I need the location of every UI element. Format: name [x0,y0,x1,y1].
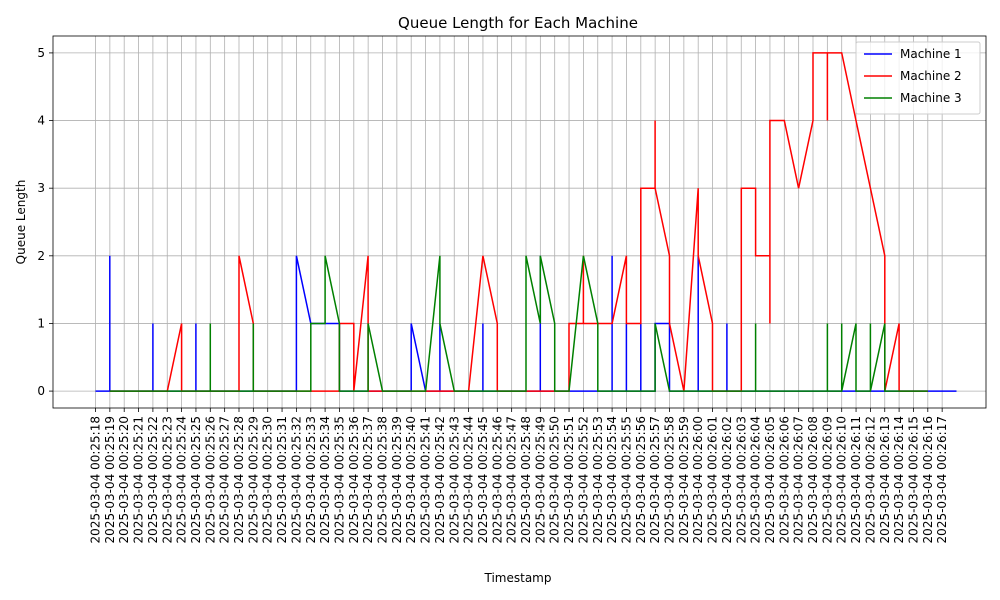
x-tick-label: 2025-03-04 00:25:58 [663,416,677,543]
y-tick-label: 4 [37,114,45,128]
x-tick-label: 2025-03-04 00:25:39 [390,416,404,543]
y-tick-label: 2 [37,249,45,263]
plot-area-frame [52,35,987,409]
y-tick-label: 1 [37,316,45,330]
x-tick-label: 2025-03-04 00:26:13 [878,416,892,543]
x-axis-label: Timestamp [484,571,552,585]
x-tick-label: 2025-03-04 00:26:07 [792,416,806,543]
legend: Machine 1 Machine 2 Machine 3 [855,41,981,115]
y-tick-label: 3 [37,181,45,195]
x-tick-label: 2025-03-04 00:25:48 [519,416,533,543]
y-axis-label: Queue Length [14,180,28,265]
series-line-3 [109,255,928,392]
x-tick-label: 2025-03-04 00:25:42 [433,416,447,543]
x-tick-label: 2025-03-04 00:25:54 [605,416,619,543]
x-tick-label: 2025-03-04 00:26:17 [935,416,949,543]
x-tick-label: 2025-03-04 00:25:57 [648,416,662,543]
x-tick-label: 2025-03-04 00:26:03 [734,416,748,543]
x-tick-label: 2025-03-04 00:25:38 [376,416,390,543]
legend-label: Machine 3 [900,91,962,105]
x-tick-label: 2025-03-04 00:26:11 [849,416,863,543]
x-tick-label: 2025-03-04 00:25:22 [146,416,160,543]
y-tick-label: 5 [37,46,45,60]
x-tick-label: 2025-03-04 00:25:49 [533,416,547,543]
x-tick-label: 2025-03-04 00:26:14 [892,416,906,543]
x-tick-label: 2025-03-04 00:25:56 [634,416,648,543]
legend-label: Machine 1 [900,47,962,61]
chart-title: Queue Length for Each Machine [398,14,638,32]
x-tick-label: 2025-03-04 00:26:00 [691,416,705,543]
x-tick-label: 2025-03-04 00:26:10 [835,416,849,543]
x-tick-label: 2025-03-04 00:25:52 [576,416,590,543]
x-tick-label: 2025-03-04 00:25:36 [347,416,361,543]
x-tick-label: 2025-03-04 00:25:33 [304,416,318,543]
x-tick-label: 2025-03-04 00:25:29 [246,416,260,543]
x-tick-label: 2025-03-04 00:26:16 [921,416,935,543]
x-tick-label: 2025-03-04 00:26:04 [749,416,763,543]
x-tick-label: 2025-03-04 00:25:20 [117,416,131,543]
x-tick-label: 2025-03-04 00:25:23 [160,416,174,543]
x-tick-label: 2025-03-04 00:25:55 [619,416,633,543]
y-axis-ticks: 0 1 2 3 4 5 [37,46,53,398]
x-tick-label: 2025-03-04 00:26:09 [820,416,834,543]
x-tick-label: 2025-03-04 00:25:34 [318,416,332,543]
x-tick-label: 2025-03-04 00:25:19 [103,416,117,543]
x-tick-label: 2025-03-04 00:25:28 [232,416,246,543]
x-tick-label: 2025-03-04 00:25:44 [462,416,476,543]
x-tick-label: 2025-03-04 00:26:08 [806,416,820,543]
x-tick-label: 2025-03-04 00:25:45 [476,416,490,543]
x-tick-label: 2025-03-04 00:25:41 [419,416,433,543]
x-tick-label: 2025-03-04 00:25:46 [490,416,504,543]
x-tick-label: 2025-03-04 00:26:06 [777,416,791,543]
x-tick-label: 2025-03-04 00:25:24 [175,416,189,543]
x-tick-label: 2025-03-04 00:25:59 [677,416,691,543]
legend-label: Machine 2 [900,69,962,83]
x-tick-label: 2025-03-04 00:25:51 [562,416,576,543]
y-tick-label: 0 [37,384,45,398]
x-tick-label: 2025-03-04 00:26:12 [863,416,877,543]
x-tick-label: 2025-03-04 00:25:25 [189,416,203,543]
x-tick-label: 2025-03-04 00:25:32 [289,416,303,543]
x-tick-label: 2025-03-04 00:25:50 [548,416,562,543]
x-tick-label: 2025-03-04 00:25:21 [132,416,146,543]
x-tick-label: 2025-03-04 00:25:40 [404,416,418,543]
x-tick-label: 2025-03-04 00:25:30 [261,416,275,543]
x-tick-label: 2025-03-04 00:25:43 [447,416,461,543]
x-tick-label: 2025-03-04 00:25:26 [203,416,217,543]
x-tick-label: 2025-03-04 00:25:18 [89,416,103,543]
x-tick-label: 2025-03-04 00:25:37 [361,416,375,543]
x-tick-label: 2025-03-04 00:25:31 [275,416,289,543]
x-tick-label: 2025-03-04 00:26:05 [763,416,777,543]
legend-box [855,41,981,115]
x-tick-label: 2025-03-04 00:25:35 [332,416,346,543]
x-tick-label: 2025-03-04 00:26:15 [906,416,920,543]
x-tick-label: 2025-03-04 00:25:27 [218,416,232,543]
x-tick-label: 2025-03-04 00:25:47 [505,416,519,543]
series-layer [95,52,957,392]
x-tick-label: 2025-03-04 00:26:02 [720,416,734,543]
x-tick-label: 2025-03-04 00:25:53 [591,416,605,543]
x-axis-ticks: 2025-03-04 00:25:18 2025-03-04 00:25:19 20… [89,408,949,543]
x-tick-label: 2025-03-04 00:26:01 [706,416,720,543]
